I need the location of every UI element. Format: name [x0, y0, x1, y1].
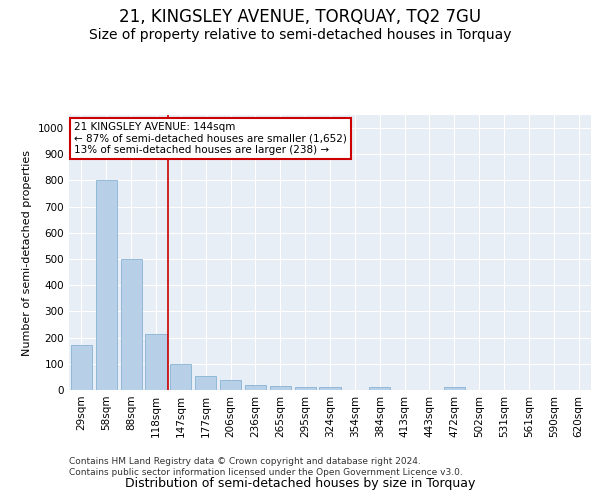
Bar — [369, 388, 390, 390]
Text: Size of property relative to semi-detached houses in Torquay: Size of property relative to semi-detach… — [89, 28, 511, 42]
Bar — [170, 364, 191, 390]
Bar — [71, 346, 92, 390]
Text: 21 KINGSLEY AVENUE: 144sqm
← 87% of semi-detached houses are smaller (1,652)
13%: 21 KINGSLEY AVENUE: 144sqm ← 87% of semi… — [74, 122, 347, 155]
Text: Contains HM Land Registry data © Crown copyright and database right 2024.
Contai: Contains HM Land Registry data © Crown c… — [69, 458, 463, 477]
Bar — [121, 259, 142, 390]
Bar — [270, 386, 291, 390]
Bar — [319, 388, 341, 390]
Text: 21, KINGSLEY AVENUE, TORQUAY, TQ2 7GU: 21, KINGSLEY AVENUE, TORQUAY, TQ2 7GU — [119, 8, 481, 26]
Bar — [96, 180, 117, 390]
Y-axis label: Number of semi-detached properties: Number of semi-detached properties — [22, 150, 32, 356]
Bar — [220, 380, 241, 390]
Bar — [195, 376, 216, 390]
Bar — [245, 385, 266, 390]
Bar — [444, 388, 465, 390]
Bar — [295, 388, 316, 390]
Bar — [145, 334, 167, 390]
Text: Distribution of semi-detached houses by size in Torquay: Distribution of semi-detached houses by … — [125, 477, 475, 490]
